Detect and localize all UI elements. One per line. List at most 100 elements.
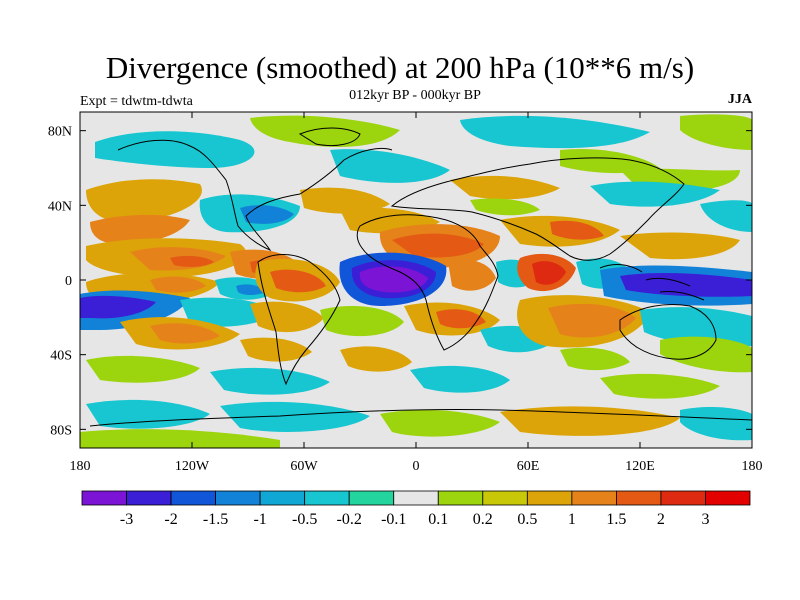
- contour-region: [86, 355, 200, 383]
- x-tick-label: 180: [742, 459, 763, 474]
- contour-region: [170, 255, 214, 267]
- colorbar-label: -2: [164, 511, 177, 528]
- contour-region: [680, 407, 752, 441]
- contour-region: [320, 306, 404, 337]
- coastline-north-america: [117, 139, 393, 252]
- colorbar-swatch: [526, 490, 573, 506]
- contour-region: [560, 347, 630, 371]
- season-label: JJA: [727, 92, 752, 107]
- colorbar-label: 0.1: [428, 511, 448, 528]
- colorbar-label: -0.1: [381, 511, 406, 528]
- x-tick-label: 120E: [625, 459, 655, 474]
- y-tick-label: 80N: [48, 125, 72, 140]
- contour-region: [220, 401, 370, 432]
- contour-region: [210, 367, 330, 395]
- contour-region: [640, 307, 752, 348]
- contour-region: [550, 220, 604, 240]
- colorbar-label: 0.2: [473, 511, 493, 528]
- colorbar-swatch: [170, 490, 216, 506]
- colorbar-swatch: [81, 490, 127, 506]
- contour-region: [95, 131, 255, 168]
- coastline-eurasia: [390, 157, 685, 261]
- coastline-africa: [356, 214, 499, 351]
- colorbar-swatch: [259, 490, 306, 506]
- chart-title: Divergence (smoothed) at 200 hPa (10**6 …: [105, 50, 695, 85]
- contour-region: [340, 346, 412, 372]
- colorbar-swatch: [705, 490, 751, 506]
- contour-region: [410, 365, 510, 393]
- coastline-australia: [619, 304, 717, 360]
- contour-region: [330, 149, 450, 183]
- experiment-label: Expt = tdwtm-tdwta: [80, 94, 193, 109]
- colorbar-swatch: [348, 490, 395, 506]
- x-tick-label: 60E: [517, 459, 540, 474]
- colorbar-label: 2: [657, 511, 665, 528]
- y-tick-label: 80S: [50, 423, 72, 438]
- contour-region: [240, 337, 312, 362]
- colorbar-swatch: [616, 490, 662, 506]
- contour-region: [590, 181, 720, 207]
- x-tick-label: 0: [413, 459, 420, 474]
- contour-region: [392, 233, 484, 258]
- contour-region: [548, 303, 636, 338]
- colorbar-swatch: [215, 490, 261, 506]
- colorbar-label: 1.5: [606, 511, 626, 528]
- coastline-greenland: [298, 127, 361, 147]
- y-tick-label: 40S: [50, 349, 72, 364]
- contour-region: [86, 399, 210, 429]
- contour-region: [80, 295, 156, 319]
- colorbar-swatch: [482, 490, 528, 506]
- coastlines: [89, 127, 752, 427]
- contour-region: [380, 409, 500, 437]
- colorbar-label: -0.2: [337, 511, 362, 528]
- contour-region: [250, 115, 400, 147]
- contour-region: [359, 266, 428, 293]
- contour-region: [450, 175, 560, 200]
- contour-region: [700, 200, 752, 232]
- contour-region: [300, 187, 390, 214]
- contour-region: [90, 214, 190, 244]
- coastline-antarctica: [89, 408, 752, 427]
- colorbar-swatch: [660, 490, 706, 506]
- contour-region: [150, 276, 206, 293]
- colorbar-label: -0.5: [292, 511, 317, 528]
- contour-region: [660, 336, 752, 373]
- contour-region: [150, 323, 220, 344]
- colorbar: -3 -2 -1.5 -1 -0.5 -0.2 -0.1 0.1 0.2 0.5 1 1.5 2 3: [81, 490, 751, 528]
- contour-region: [436, 309, 486, 329]
- y-tick-label: 40N: [48, 199, 72, 214]
- x-tick-label: 120W: [175, 459, 210, 474]
- contour-region: [532, 261, 566, 285]
- contour-region: [470, 198, 540, 216]
- contour-field: [80, 114, 752, 448]
- x-tick-label: 180: [70, 459, 91, 474]
- colorbar-label: 1: [568, 511, 576, 528]
- contour-region: [448, 259, 496, 291]
- contour-region: [500, 406, 680, 436]
- chart-subtitle: 012kyr BP - 000kyr BP: [349, 88, 481, 103]
- x-tick-label: 60W: [290, 459, 318, 474]
- colorbar-swatch: [304, 490, 350, 506]
- contour-region: [620, 232, 740, 260]
- contour-region: [86, 179, 202, 223]
- colorbar-label: -3: [120, 511, 133, 528]
- contour-region: [236, 284, 266, 295]
- y-tick-label: 0: [65, 274, 72, 289]
- contour-region: [600, 373, 720, 399]
- colorbar-label: -1.5: [203, 511, 228, 528]
- contour-region: [270, 269, 326, 293]
- coastline-maritime-continent: [599, 264, 705, 301]
- colorbar-swatch: [437, 490, 484, 506]
- colorbar-swatch: [126, 490, 172, 506]
- colorbar-label: -1: [253, 511, 266, 528]
- contour-region: [80, 429, 280, 448]
- colorbar-swatch: [571, 490, 617, 506]
- contour-region: [680, 114, 752, 150]
- colorbar-swatch: [393, 490, 439, 506]
- colorbar-label: 0.5: [517, 511, 537, 528]
- map-axes: 180 120W 60W 0 60E 120E 180 80N 40N 0 40S 80S: [48, 112, 763, 474]
- coastline-south-america: [257, 254, 341, 386]
- colorbar-label: 3: [701, 511, 709, 528]
- contour-region: [460, 115, 650, 149]
